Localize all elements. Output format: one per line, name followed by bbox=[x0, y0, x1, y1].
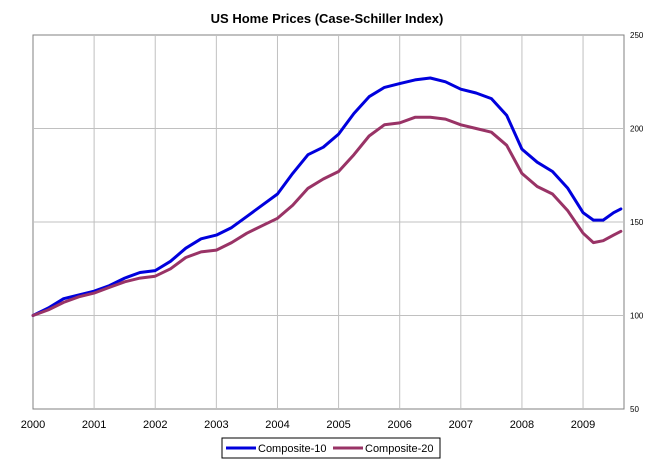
legend-label-composite-10: Composite-10 bbox=[258, 443, 326, 455]
y-tick-label: 250 bbox=[630, 31, 644, 40]
series-line-composite-20 bbox=[31, 115, 623, 317]
x-tick-label: 2007 bbox=[449, 419, 473, 431]
x-tick-label: 2004 bbox=[265, 419, 289, 431]
x-axis: 2000 2001 2002 2003 2004 2005 2006 2007 2008 2009 bbox=[21, 419, 596, 431]
y-tick-label: 150 bbox=[630, 218, 644, 227]
y-tick-label: 50 bbox=[630, 405, 639, 414]
x-tick-label: 2003 bbox=[204, 419, 228, 431]
legend: Composite-10 Composite-20 bbox=[221, 437, 441, 459]
x-tick-label: 2006 bbox=[387, 419, 411, 431]
x-tick-label: 2009 bbox=[571, 419, 595, 431]
x-tick-label: 2005 bbox=[326, 419, 350, 431]
series-lines bbox=[31, 76, 623, 317]
y-tick-label: 100 bbox=[630, 312, 644, 321]
x-tick-label: 2000 bbox=[21, 419, 45, 431]
chart-title: US Home Prices (Case-Schiller Index) bbox=[211, 11, 444, 26]
grid bbox=[33, 35, 624, 409]
y-tick-label: 200 bbox=[630, 125, 644, 134]
y-axis: 50 100 150 200 250 bbox=[630, 31, 644, 414]
x-tick-label: 2008 bbox=[510, 419, 534, 431]
x-tick-label: 2001 bbox=[82, 419, 106, 431]
x-tick-label: 2002 bbox=[143, 419, 167, 431]
series-line-composite-10 bbox=[31, 76, 623, 317]
legend-box bbox=[221, 437, 441, 459]
legend-label-composite-20: Composite-20 bbox=[365, 443, 433, 455]
